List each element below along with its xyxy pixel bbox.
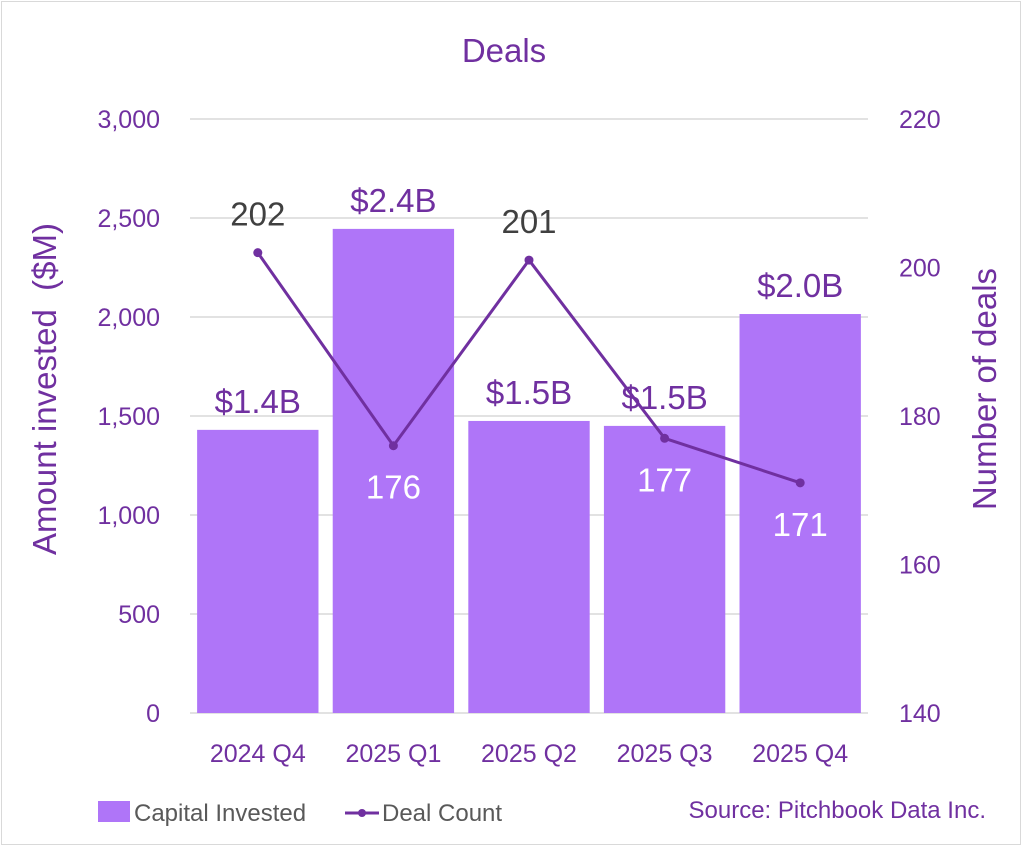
legend: Capital Invested Deal Count bbox=[98, 800, 502, 827]
x-tick-label: 2025 Q4 bbox=[752, 740, 848, 768]
left-axis-ticks: 0 500 1,000 1,500 2,000 2,500 3,000 bbox=[97, 106, 160, 728]
line-data-label: 177 bbox=[637, 461, 692, 498]
right-tick-label: 140 bbox=[899, 700, 941, 728]
left-tick-label: 1,500 bbox=[97, 403, 160, 431]
right-tick-label: 200 bbox=[899, 255, 941, 283]
deal-count-point bbox=[388, 441, 398, 451]
bar-2025-q4 bbox=[739, 314, 861, 713]
x-axis-ticks: 2024 Q4 2025 Q1 2025 Q2 2025 Q3 2025 Q4 bbox=[210, 740, 848, 768]
x-tick-label: 2025 Q1 bbox=[345, 740, 441, 768]
left-tick-label: 2,000 bbox=[97, 304, 160, 332]
x-tick-label: 2025 Q3 bbox=[617, 740, 713, 768]
left-tick-label: 1,000 bbox=[97, 502, 160, 530]
bar-2025-q1 bbox=[332, 228, 455, 713]
left-axis-title: Amount invested ($M) bbox=[26, 223, 63, 555]
right-axis-ticks: 140 160 180 200 220 bbox=[899, 106, 941, 728]
right-tick-label: 220 bbox=[899, 106, 941, 134]
bar-2024-q4 bbox=[197, 429, 319, 713]
bar-data-label: $1.5B bbox=[486, 374, 572, 411]
left-tick-label: 2,500 bbox=[97, 205, 160, 233]
left-tick-label: 500 bbox=[118, 601, 160, 629]
line-series bbox=[253, 248, 805, 488]
right-axis-title: Number of deals bbox=[966, 268, 1003, 510]
source-annotation: Source: Pitchbook Data Inc. bbox=[689, 797, 987, 824]
deal-count-point bbox=[795, 478, 805, 488]
bar-data-labels: $1.4B $2.4B $1.5B $1.5B $2.0B bbox=[215, 182, 844, 420]
legend-marker-deal-count bbox=[358, 809, 366, 817]
chart-title: Deals bbox=[462, 32, 546, 69]
x-tick-label: 2024 Q4 bbox=[210, 740, 306, 768]
bar-series bbox=[197, 228, 861, 713]
line-data-label: 176 bbox=[366, 469, 421, 506]
bar-data-label: $2.0B bbox=[757, 267, 843, 304]
bar-2025-q3 bbox=[603, 425, 726, 713]
bar-data-label: $1.5B bbox=[621, 379, 707, 416]
legend-swatch-capital-invested bbox=[98, 801, 130, 822]
line-data-label: 171 bbox=[773, 506, 828, 543]
line-data-labels: 202 176 201 177 171 bbox=[230, 196, 827, 543]
left-tick-label: 0 bbox=[146, 700, 160, 728]
legend-label-capital-invested: Capital Invested bbox=[134, 800, 306, 827]
deal-count-point bbox=[660, 433, 670, 443]
right-tick-label: 160 bbox=[899, 552, 941, 580]
right-tick-label: 180 bbox=[899, 403, 941, 431]
bar-2025-q2 bbox=[468, 420, 590, 713]
bar-data-label: $2.4B bbox=[350, 182, 436, 219]
legend-label-deal-count: Deal Count bbox=[382, 800, 502, 827]
x-tick-label: 2025 Q2 bbox=[481, 740, 577, 768]
left-tick-label: 3,000 bbox=[97, 106, 160, 134]
deal-count-point bbox=[253, 248, 263, 258]
line-data-label: 201 bbox=[501, 203, 556, 240]
line-data-label: 202 bbox=[230, 196, 285, 233]
bar-data-label: $1.4B bbox=[215, 383, 301, 420]
deal-count-point bbox=[524, 255, 534, 265]
